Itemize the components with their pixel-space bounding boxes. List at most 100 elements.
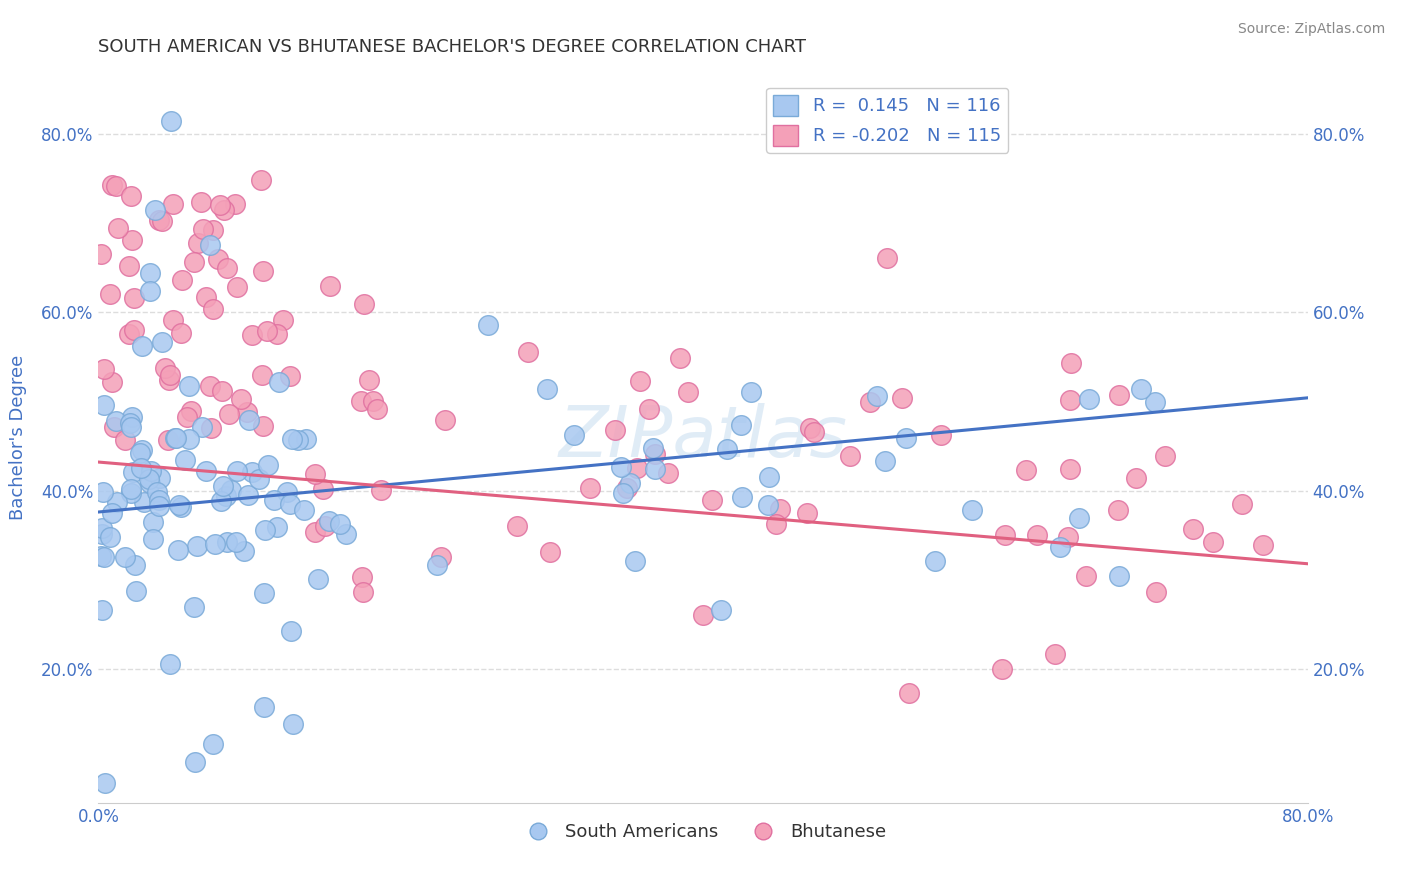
Point — [1154, 449, 1177, 463]
Point — [184, 756, 207, 770]
Point — [150, 334, 173, 349]
Point — [506, 518, 529, 533]
Point — [924, 554, 946, 568]
Point — [758, 470, 780, 484]
Point — [195, 464, 218, 478]
Point — [859, 395, 882, 409]
Point — [361, 393, 384, 408]
Point — [200, 421, 222, 435]
Point — [238, 412, 260, 426]
Point — [91, 603, 114, 617]
Point — [294, 432, 316, 446]
Point — [149, 471, 172, 485]
Point — [142, 516, 165, 530]
Point — [716, 442, 738, 456]
Point — [266, 327, 288, 342]
Point — [207, 252, 229, 267]
Point — [616, 481, 638, 495]
Point — [731, 491, 754, 505]
Point — [1108, 388, 1130, 402]
Point — [626, 461, 648, 475]
Point — [209, 493, 232, 508]
Point — [894, 431, 917, 445]
Point — [1232, 498, 1254, 512]
Point — [170, 273, 193, 287]
Point — [139, 266, 162, 280]
Point — [162, 197, 184, 211]
Point — [276, 485, 298, 500]
Point — [107, 495, 129, 509]
Point — [191, 419, 214, 434]
Text: SOUTH AMERICAN VS BHUTANESE BACHELOR'S DEGREE CORRELATION CHART: SOUTH AMERICAN VS BHUTANESE BACHELOR'S D… — [98, 38, 807, 56]
Point — [139, 476, 162, 491]
Point — [1077, 392, 1099, 407]
Point — [122, 323, 145, 337]
Point — [1144, 585, 1167, 599]
Point — [159, 657, 181, 671]
Point — [250, 173, 273, 187]
Point — [142, 532, 165, 546]
Point — [319, 279, 342, 293]
Point — [796, 507, 818, 521]
Point — [359, 374, 381, 388]
Point — [177, 378, 200, 392]
Point — [579, 481, 602, 495]
Point — [329, 516, 352, 531]
Point — [240, 465, 263, 479]
Point — [1108, 568, 1130, 582]
Point — [657, 466, 679, 480]
Point — [93, 549, 115, 564]
Point — [1143, 394, 1166, 409]
Point — [165, 431, 187, 445]
Point — [131, 443, 153, 458]
Point — [157, 372, 180, 386]
Point — [91, 526, 114, 541]
Point — [610, 460, 633, 475]
Point — [891, 391, 914, 405]
Point — [873, 454, 896, 468]
Point — [307, 573, 329, 587]
Point — [105, 179, 128, 194]
Text: Source: ZipAtlas.com: Source: ZipAtlas.com — [1237, 22, 1385, 37]
Point — [644, 446, 666, 460]
Point — [173, 453, 195, 467]
Point — [215, 261, 238, 276]
Point — [153, 360, 176, 375]
Point — [194, 290, 217, 304]
Point — [233, 544, 256, 558]
Point — [628, 374, 651, 388]
Point — [266, 520, 288, 534]
Point — [366, 401, 388, 416]
Point — [148, 499, 170, 513]
Point — [120, 416, 142, 430]
Point — [281, 716, 304, 731]
Point — [120, 483, 142, 497]
Point — [90, 549, 112, 563]
Point — [281, 432, 304, 446]
Point — [318, 514, 340, 528]
Point — [1060, 356, 1083, 370]
Point — [215, 489, 238, 503]
Point — [204, 537, 226, 551]
Point — [122, 291, 145, 305]
Point — [619, 476, 641, 491]
Point — [624, 553, 647, 567]
Point — [865, 389, 887, 403]
Y-axis label: Bachelor's Degree: Bachelor's Degree — [10, 354, 27, 520]
Point — [229, 392, 252, 406]
Point — [433, 413, 456, 427]
Point — [118, 326, 141, 341]
Point — [93, 361, 115, 376]
Point — [304, 467, 326, 482]
Point — [668, 351, 690, 365]
Point — [692, 608, 714, 623]
Point — [1130, 382, 1153, 396]
Point — [252, 368, 274, 382]
Point — [98, 287, 121, 301]
Point — [125, 584, 148, 599]
Point — [176, 410, 198, 425]
Point — [1049, 540, 1071, 554]
Point — [676, 384, 699, 399]
Point — [114, 550, 136, 565]
Point — [538, 545, 561, 559]
